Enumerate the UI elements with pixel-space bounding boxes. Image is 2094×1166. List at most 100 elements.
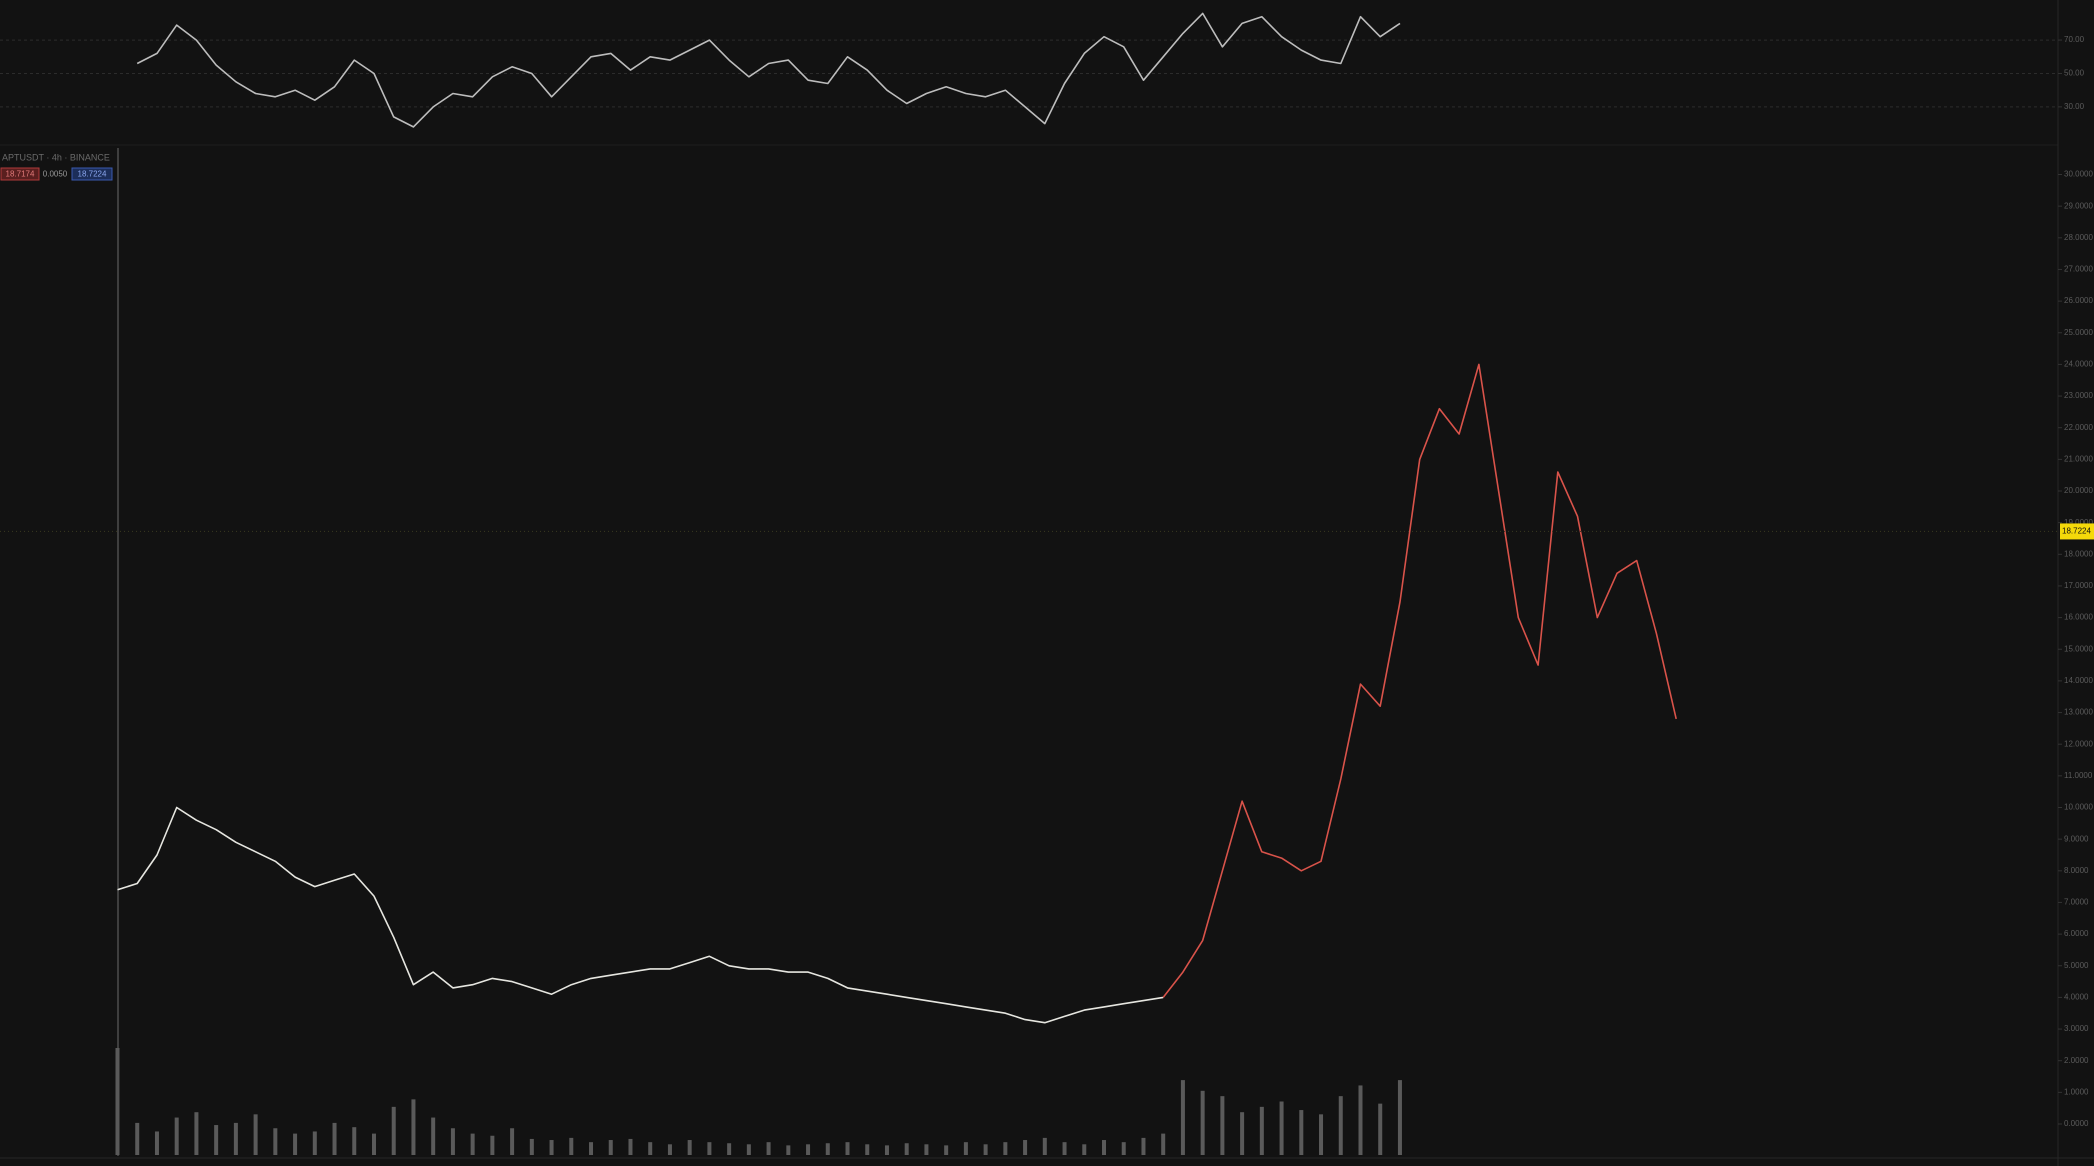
volume-bar	[786, 1145, 791, 1155]
volume-bar	[1003, 1142, 1008, 1155]
volume-bar	[253, 1114, 258, 1155]
volume-bar	[1062, 1142, 1067, 1155]
volume-bar	[549, 1140, 554, 1155]
y-tick-label: 12.0000	[2064, 739, 2093, 748]
y-tick-label: 23.0000	[2064, 391, 2093, 400]
volume-bar	[194, 1112, 199, 1155]
price-line	[117, 806, 1164, 1024]
volume-bar	[983, 1144, 988, 1155]
volume-bar	[312, 1131, 317, 1155]
volume-bar	[371, 1133, 376, 1155]
volume-bar	[135, 1122, 140, 1155]
volume-bar	[1042, 1137, 1047, 1155]
y-tick-label: 16.0000	[2064, 613, 2093, 622]
volume-bar	[1220, 1096, 1225, 1155]
y-tick-label: 19.0000	[2064, 518, 2093, 527]
volume-bar	[1338, 1096, 1343, 1155]
y-tick-label: 26.0000	[2064, 296, 2093, 305]
volume-bar	[214, 1125, 219, 1155]
last-price-tag	[2060, 523, 2094, 540]
volume-bar	[569, 1137, 574, 1155]
volume-bar	[806, 1144, 811, 1155]
y-tick-label: 24.0000	[2064, 360, 2093, 369]
y-tick-label: 27.0000	[2064, 265, 2093, 274]
volume-bar	[865, 1144, 870, 1155]
last-price-label: 18.7224	[2062, 527, 2091, 536]
y-tick-label: 70.00	[2064, 35, 2085, 44]
y-tick-label: 2.0000	[2064, 1056, 2089, 1065]
volume-bar	[1299, 1110, 1304, 1155]
y-tick-label: 9.0000	[2064, 834, 2089, 843]
ask-box	[71, 167, 113, 181]
volume-bar	[727, 1143, 732, 1155]
price-line	[1162, 363, 1677, 998]
volume-bar	[1358, 1085, 1363, 1155]
volume-bar	[1141, 1137, 1146, 1155]
volume-bar	[490, 1135, 495, 1155]
volume-bar	[450, 1128, 455, 1155]
volume-bar	[1319, 1114, 1324, 1155]
volume-bar	[1161, 1133, 1166, 1155]
volume-bar	[746, 1144, 751, 1155]
volume-bar	[431, 1117, 436, 1155]
volume-bar	[1082, 1144, 1087, 1155]
volume-bar	[667, 1144, 672, 1155]
volume-bar	[1397, 1080, 1402, 1155]
volume-bar	[293, 1133, 298, 1155]
volume-bar	[845, 1142, 850, 1155]
y-tick-label: 20.0000	[2064, 486, 2093, 495]
volume-bar	[1240, 1112, 1245, 1155]
y-tick-label: 7.0000	[2064, 898, 2089, 907]
volume-bar	[687, 1140, 692, 1155]
volume-bar	[115, 1048, 120, 1155]
volume-bar	[944, 1145, 949, 1155]
y-tick-label: 4.0000	[2064, 993, 2089, 1002]
volume-bar	[589, 1142, 594, 1155]
y-tick-label: 50.00	[2064, 69, 2085, 78]
volume-bar	[628, 1138, 633, 1155]
volume-bar	[1023, 1140, 1028, 1155]
price-line	[136, 12, 1401, 128]
volume-bar	[529, 1138, 534, 1155]
volume-bar	[1102, 1140, 1106, 1155]
volume-bar	[904, 1143, 909, 1155]
y-tick-label: 29.0000	[2064, 201, 2093, 210]
volume-bar	[154, 1131, 159, 1155]
y-tick-label: 0.0000	[2064, 1119, 2089, 1128]
symbol-label: APTUSDT · 4h · BINANCE	[2, 152, 110, 162]
volume-bar	[707, 1142, 712, 1155]
bid-label: 18.7174	[6, 170, 35, 179]
volume-bar	[608, 1140, 613, 1155]
y-tick-label: 10.0000	[2064, 803, 2093, 812]
ask-label: 18.7224	[78, 170, 107, 179]
volume-bar	[1378, 1103, 1383, 1155]
volume-bar	[766, 1142, 771, 1155]
volume-bar	[1279, 1101, 1284, 1155]
y-tick-label: 18.0000	[2064, 549, 2093, 558]
volume-bar	[963, 1142, 968, 1155]
y-tick-label: 5.0000	[2064, 961, 2089, 970]
volume-bar	[470, 1133, 475, 1155]
y-tick-label: 30.0000	[2064, 170, 2093, 179]
volume-bar	[273, 1128, 278, 1155]
volume-bar	[411, 1099, 416, 1155]
y-tick-label: 25.0000	[2064, 328, 2093, 337]
panes: 30.00 50.00 70.00 0.0000 1.0000 2.0000 3.0000 4…	[0, 12, 2094, 1155]
y-tick-label: 15.0000	[2064, 644, 2093, 653]
volume-bar	[332, 1122, 337, 1155]
volume-bar	[648, 1142, 653, 1155]
y-tick-label: 22.0000	[2064, 423, 2093, 432]
y-tick-label: 3.0000	[2064, 1024, 2089, 1033]
volume-bar	[1180, 1080, 1185, 1155]
y-tick-label: 11.0000	[2064, 771, 2093, 780]
bid-box	[0, 167, 40, 181]
volume-bar	[174, 1117, 179, 1155]
volume-bar	[1200, 1090, 1205, 1155]
volume-bar	[510, 1128, 515, 1155]
volume-bar	[924, 1144, 929, 1155]
y-tick-label: 17.0000	[2064, 581, 2093, 590]
y-tick-label: 21.0000	[2064, 454, 2093, 463]
